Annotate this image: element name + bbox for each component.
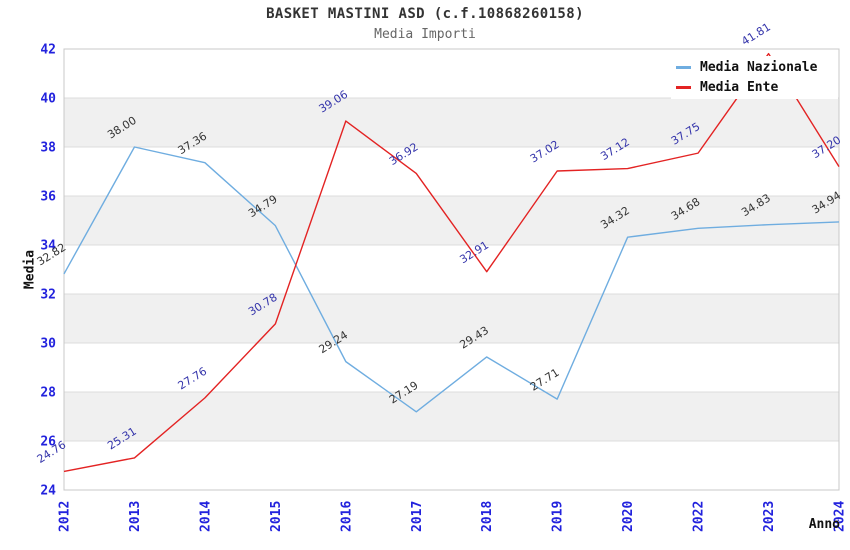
y-tick-label: 26 [40, 435, 56, 450]
legend-item-media-ente: Media Ente [671, 79, 838, 96]
series-line-media-ente [63, 52, 840, 473]
x-axis-label: Anno [808, 517, 840, 532]
legend: Media Nazionale Media Ente [671, 56, 838, 99]
chart-title: BASKET MASTINI ASD (c.f.10868260158) [266, 6, 584, 22]
legend-item-label: Media Ente [700, 80, 779, 95]
y-tick-label: 36 [40, 190, 56, 205]
x-tick-label: 2023 [762, 501, 777, 532]
x-tick-label: 2019 [551, 501, 566, 532]
plot-band [64, 294, 839, 343]
x-tick-label: 2013 [128, 501, 143, 532]
x-tick-label: 2015 [269, 501, 284, 532]
y-tick-label: 34 [40, 239, 56, 254]
x-tick-label: 2012 [58, 501, 73, 532]
legend-line-sample-icon [676, 86, 691, 89]
data-point-label: 27.76 [176, 365, 210, 393]
x-tick-label: 2024 [833, 501, 848, 532]
legend-item-label: Media Nazionale [700, 60, 818, 75]
x-tick-label: 2020 [621, 501, 636, 532]
y-tick-label: 42 [40, 43, 56, 58]
plot-band [64, 392, 839, 441]
y-axis-label: Media [22, 249, 38, 290]
legend-line-sample-icon [676, 66, 691, 69]
legend-item-media-nazionale: Media Nazionale [671, 59, 838, 76]
x-tick-label: 2022 [692, 501, 707, 532]
plot-band [64, 196, 839, 245]
chart-subtitle: Media Importi [374, 27, 476, 42]
series-line-media-nazionale [63, 146, 840, 413]
y-tick-label: 24 [40, 484, 56, 499]
y-tick-label: 30 [40, 337, 56, 352]
y-tick-label: 38 [40, 141, 56, 156]
data-point-label: 27.71 [528, 366, 562, 394]
y-tick-label: 32 [40, 288, 56, 303]
y-tick-label: 40 [40, 92, 56, 107]
x-tick-label: 2016 [339, 501, 354, 532]
plot-border [63, 48, 840, 491]
plot-band [64, 98, 839, 147]
x-tick-label: 2014 [198, 501, 213, 532]
x-tick-label: 2018 [480, 501, 495, 532]
y-tick-label: 28 [40, 386, 56, 401]
x-tick-label: 2017 [410, 501, 425, 532]
